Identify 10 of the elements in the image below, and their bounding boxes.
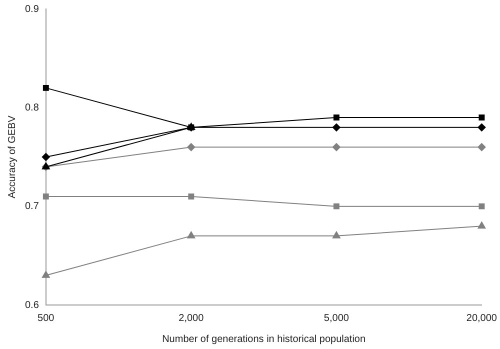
x-tick-label: 5,000 [324,312,350,324]
y-tick-label: 0.8 [24,102,40,114]
x-tick-label: 500 [38,312,55,324]
y-tick-label: 0.9 [24,4,40,15]
y-tick-label: 0.6 [24,300,40,311]
x-tick-label: 20,000 [466,312,498,324]
x-tick-label: 2,000 [178,312,204,324]
y-tick-label: 0.7 [24,201,40,212]
y-axis-title: Accuracy of GEBV [6,115,18,198]
x-axis-title: Number of generations in historical population [162,334,366,345]
